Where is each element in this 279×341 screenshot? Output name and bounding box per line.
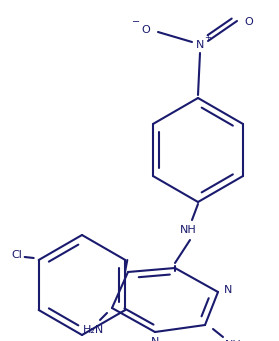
Text: O: O <box>142 25 150 35</box>
Text: +: + <box>205 32 211 42</box>
Text: −: − <box>132 17 140 27</box>
Text: N: N <box>196 40 204 50</box>
Text: N: N <box>151 337 159 341</box>
Text: NH: NH <box>180 225 196 235</box>
Text: H₂N: H₂N <box>83 325 105 335</box>
Text: NH₂: NH₂ <box>224 340 246 341</box>
Text: Cl: Cl <box>11 250 22 260</box>
Text: N: N <box>224 285 232 295</box>
Text: O: O <box>245 17 253 27</box>
